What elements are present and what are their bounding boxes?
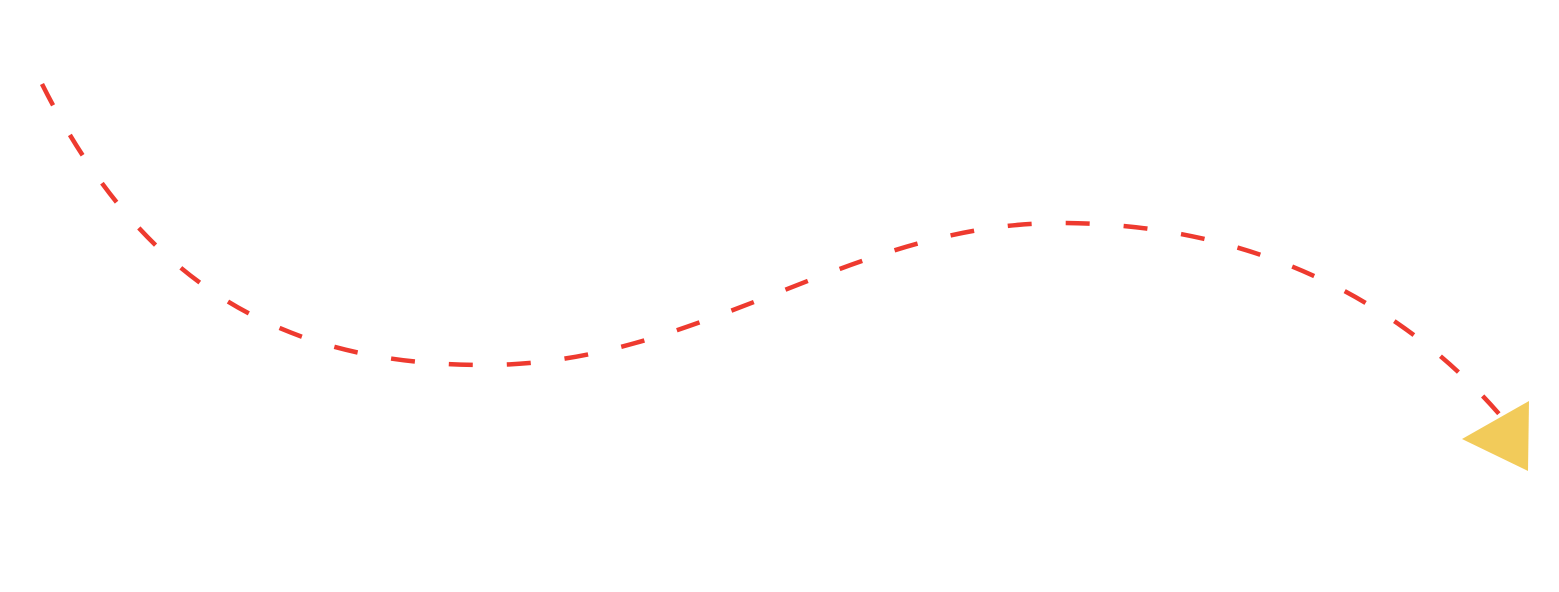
arrow-head	[1462, 401, 1529, 471]
dashed-curve	[39, 82, 1502, 417]
